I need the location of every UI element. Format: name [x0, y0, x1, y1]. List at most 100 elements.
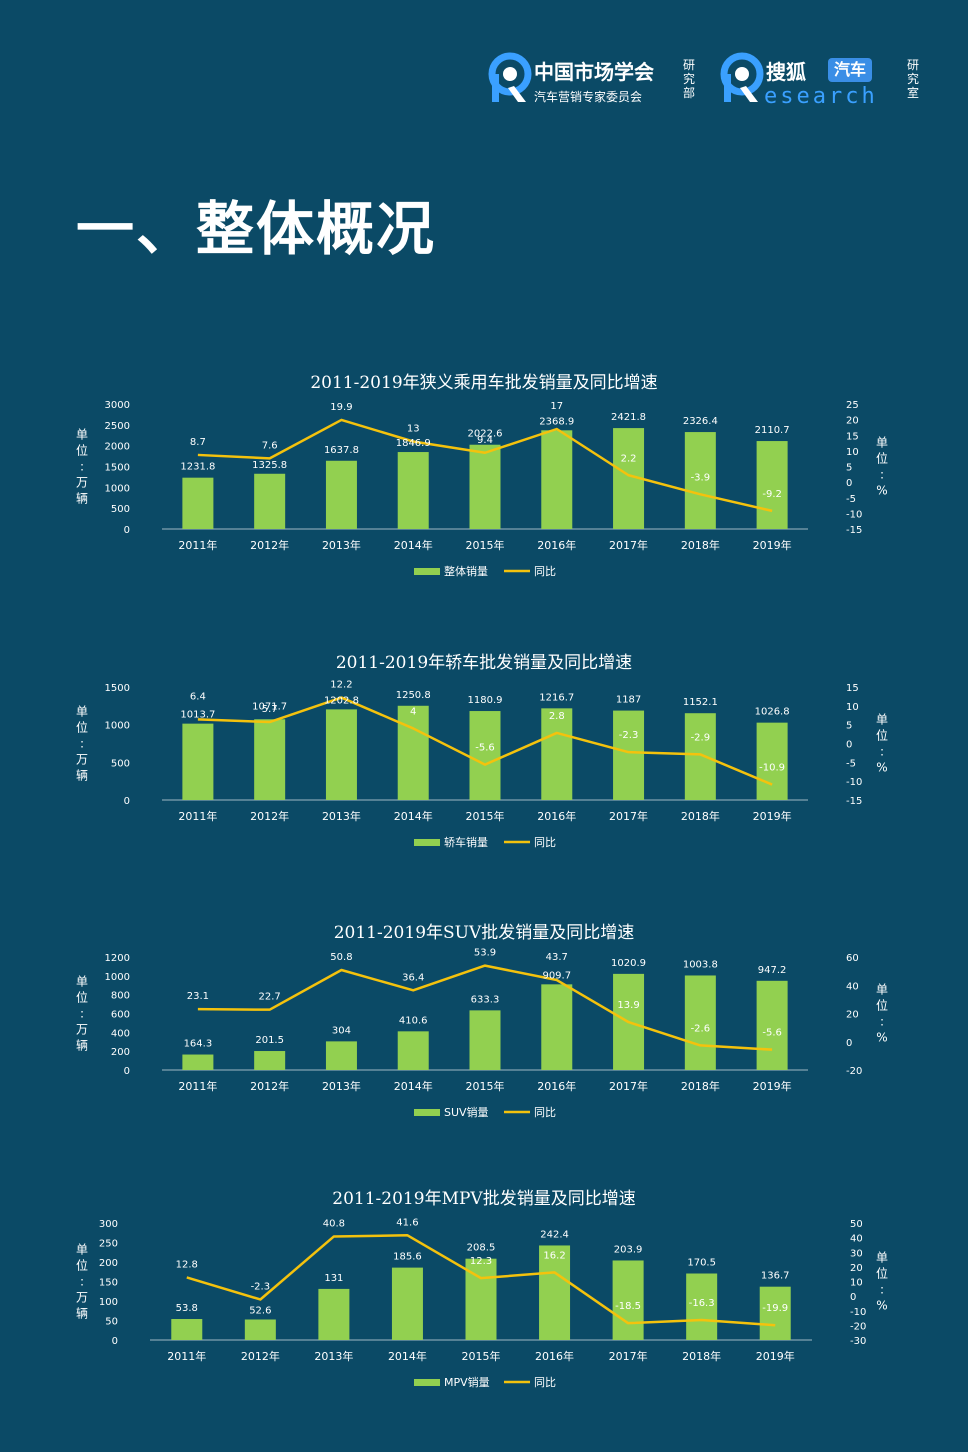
bar	[759, 1286, 791, 1340]
page-title: 一、整体概况	[76, 195, 437, 263]
y-left-axis-label-char: :	[80, 737, 84, 751]
x-tick-label: 2013年	[322, 538, 361, 552]
line-value-label: 12.8	[176, 1259, 198, 1270]
bar-value-label: 1187	[616, 695, 641, 706]
y-right-axis-label-char: 位	[876, 728, 888, 743]
x-tick-label: 2019年	[756, 1349, 795, 1363]
y-left-axis-label-char: :	[80, 1275, 84, 1289]
line-value-label: 2.2	[621, 453, 637, 464]
chart-title: 2011-2019年狭义乘用车批发销量及同比增速	[310, 373, 658, 393]
bar-value-label: 1202.8	[324, 695, 359, 706]
bar	[612, 1260, 644, 1340]
line-value-label: -9.2	[762, 489, 782, 500]
bar-value-label: 1325.8	[252, 460, 287, 471]
line-value-label: 43.7	[546, 952, 568, 963]
y-left-tick-label: 0	[124, 796, 130, 807]
line-value-label: 5.7	[262, 704, 278, 715]
line-value-label: 16.2	[543, 1250, 565, 1261]
y-right-tick-label: 0	[846, 1038, 852, 1049]
yoy-line	[197, 418, 773, 513]
bar-value-label: 164.3	[184, 1039, 213, 1050]
y-right-tick-label: -10	[846, 777, 862, 788]
x-tick-label: 2019年	[753, 1079, 792, 1093]
bar-value-label: 1846.9	[396, 438, 431, 449]
bar	[756, 722, 788, 800]
line-value-label: -10.9	[759, 763, 785, 774]
bar	[318, 1288, 350, 1340]
y-right-axis-label-char: 单	[876, 1251, 888, 1265]
bar	[397, 705, 429, 800]
line-value-label: 4	[410, 706, 416, 717]
bar-value-label: 1216.7	[539, 692, 574, 703]
y-right-tick-label: 0	[850, 1292, 856, 1303]
y-right-axis-label-char: 位	[876, 998, 888, 1013]
x-tick-label: 2016年	[537, 809, 576, 823]
bar	[254, 719, 286, 800]
bar	[182, 1054, 214, 1070]
line-value-label: -18.5	[615, 1301, 641, 1312]
legend-line-label: 同比	[534, 1376, 556, 1389]
y-left-tick-label: 800	[111, 991, 130, 1002]
legend-line-label: 同比	[534, 565, 556, 578]
x-tick-label: 2018年	[681, 809, 720, 823]
csma-r-logo-icon	[488, 52, 532, 102]
legend-line-label: 同比	[534, 836, 556, 849]
x-tick-label: 2015年	[462, 1349, 501, 1363]
org2-name: 搜狐	[766, 60, 806, 84]
chart-sedan: 2011-2019年轿车批发销量及同比增速 0 500 1000 1500 -15 -10…	[0, 648, 968, 858]
x-tick-label: 2015年	[466, 1079, 505, 1093]
x-tick-label: 2015年	[466, 809, 505, 823]
x-tick-label: 2012年	[250, 809, 289, 823]
bar	[539, 1245, 571, 1340]
sohu-research-logo: 搜狐 汽车 esearch 研 究 室	[720, 52, 928, 109]
bar	[684, 432, 716, 529]
y-left-tick-label: 2500	[105, 421, 130, 432]
bar	[541, 430, 573, 529]
chart-svg: 0 500 1000 1500 -15 -10 -5 0 5 10 15 单位: 万辆 单位:% 2011年…	[76, 680, 888, 849]
line-value-label: 41.6	[396, 1217, 418, 1228]
y-right-axis-label-char: 单	[876, 436, 888, 450]
bar-value-label: 1003.8	[683, 959, 718, 970]
y-left-axis-label-char: 位	[76, 720, 88, 735]
bar	[756, 441, 788, 529]
y-right-tick-label: 20	[846, 416, 859, 427]
line-value-label: 9.4	[477, 435, 493, 446]
line-value-label: -5.6	[762, 1028, 782, 1039]
y-right-tick-label: 5	[846, 721, 852, 732]
y-right-tick-label: -5	[846, 494, 856, 505]
y-right-tick-label: 30	[850, 1248, 863, 1259]
chart-title: 2011-2019年MPV批发销量及同比增速	[332, 1189, 636, 1209]
y-left-axis-label-char: 万	[76, 1291, 88, 1305]
y-left-tick-label: 1000	[105, 721, 130, 732]
bar-value-label: 208.5	[467, 1243, 496, 1254]
x-tick-label: 2019年	[753, 809, 792, 823]
line-value-label: -16.3	[689, 1298, 715, 1309]
bar	[182, 723, 214, 800]
x-tick-label: 2015年	[466, 538, 505, 552]
x-tick-label: 2014年	[394, 1079, 433, 1093]
y-left-axis-label-char: 位	[76, 1258, 88, 1273]
line-value-label: -2.6	[691, 1023, 711, 1034]
y-right-axis-label-char: :	[880, 468, 884, 482]
x-tick-label: 2012年	[241, 1349, 280, 1363]
bar	[469, 1010, 501, 1070]
bar	[397, 452, 429, 529]
y-left-tick-label: 1500	[105, 463, 130, 474]
x-tick-label: 2017年	[609, 1349, 648, 1363]
line-value-label: 13	[407, 424, 420, 435]
org2-tag-char: 室	[906, 86, 919, 100]
line-value-label: 2.8	[549, 711, 565, 722]
y-right-tick-label: -20	[846, 1066, 862, 1077]
y-left-tick-label: 300	[99, 1219, 118, 1230]
y-left-axis-label-char: 辆	[76, 769, 88, 783]
chart-passenger-car: 2011-2019年狭义乘用车批发销量及同比增速 0 500 1000 1500 200…	[0, 368, 968, 588]
yoy-line	[186, 1234, 776, 1327]
y-left-tick-label: 0	[124, 525, 130, 536]
yoy-line	[197, 696, 773, 786]
bar-value-label: 52.6	[249, 1305, 271, 1316]
line-value-label: 17	[550, 401, 563, 412]
line-value-label: 12.2	[330, 680, 352, 691]
y-left-tick-label: 1000	[105, 483, 130, 494]
line-value-label: 36.4	[402, 972, 424, 983]
y-right-tick-label: 15	[846, 431, 859, 442]
